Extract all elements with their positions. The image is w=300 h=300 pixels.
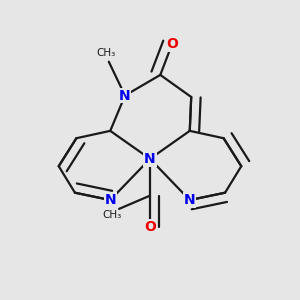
- Text: CH₃: CH₃: [96, 48, 116, 58]
- Text: O: O: [166, 37, 178, 51]
- Text: N: N: [144, 152, 156, 166]
- Text: N: N: [119, 88, 131, 103]
- Text: CH₃: CH₃: [102, 210, 121, 220]
- Text: O: O: [144, 220, 156, 234]
- Text: N: N: [184, 193, 196, 207]
- Text: N: N: [104, 193, 116, 207]
